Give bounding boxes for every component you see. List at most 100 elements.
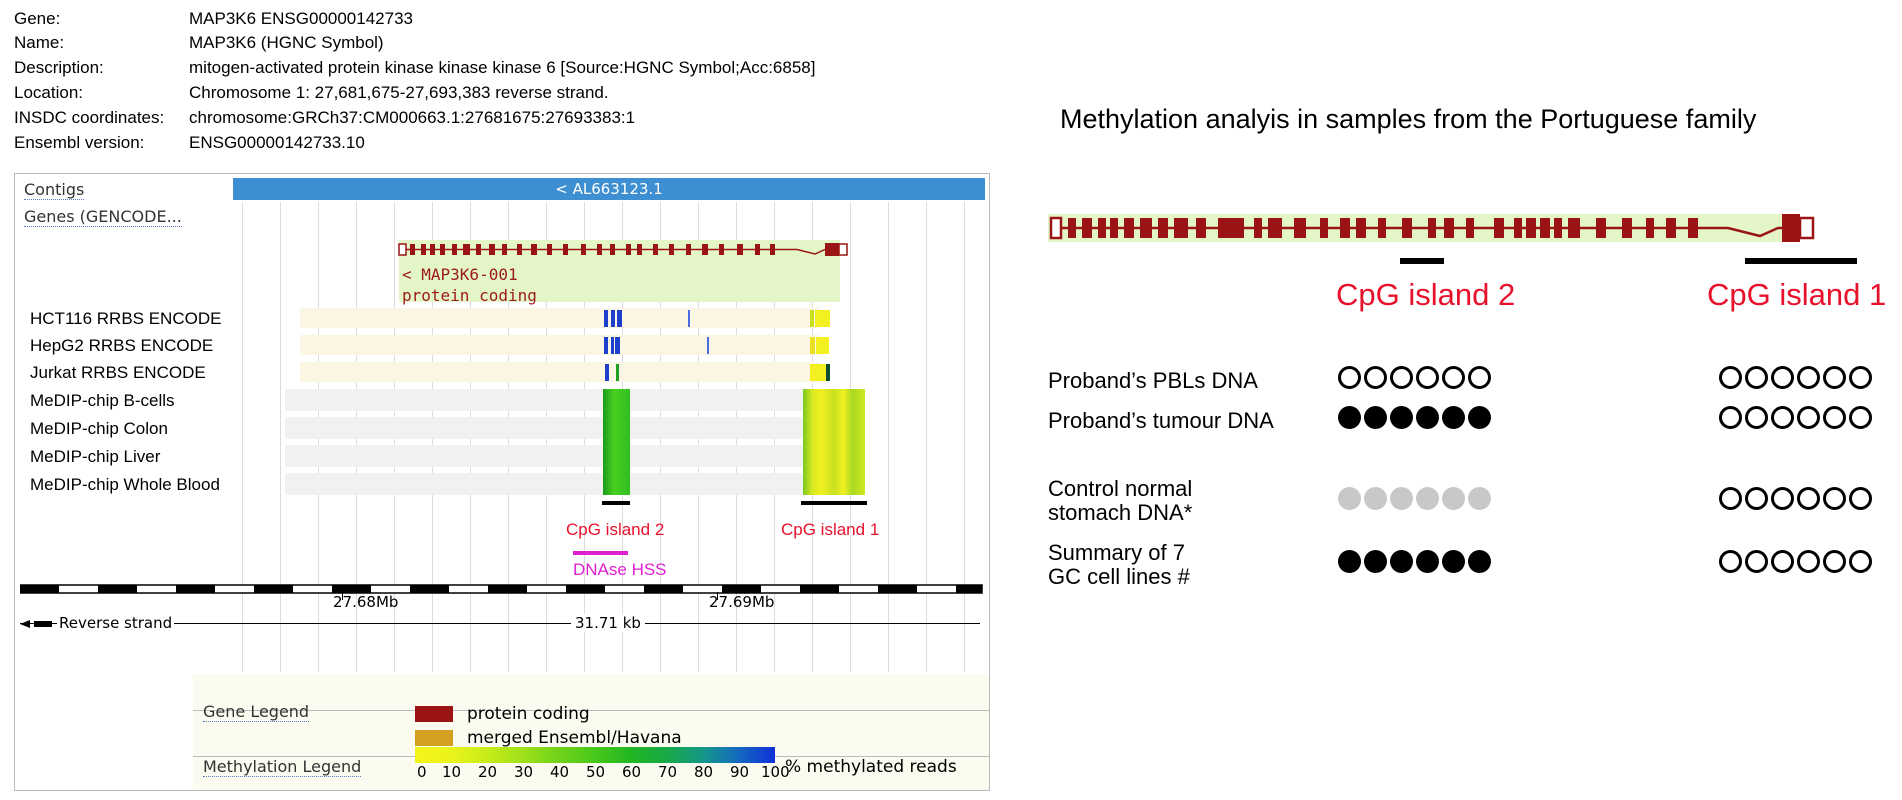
scale-tick: 50 xyxy=(586,763,606,781)
methylation-unit: % methylated reads xyxy=(785,757,957,777)
methylation-circle xyxy=(1468,487,1491,510)
rrbs-mark xyxy=(826,364,830,381)
strand-line xyxy=(20,623,980,624)
methylation-circle xyxy=(1442,406,1465,429)
cpg-island-1-heading: CpG island 1 xyxy=(1707,277,1887,312)
row-label-pbls: Proband’s PBLs DNA xyxy=(1048,368,1258,393)
row-label-tumour: Proband’s tumour DNA xyxy=(1048,408,1274,433)
rrbs-mark xyxy=(611,310,615,327)
track-label-medip-bcells: MeDIP-chip B-cells xyxy=(30,391,175,410)
methylation-circle xyxy=(1745,550,1768,573)
cpg-island-1-bar xyxy=(801,501,867,505)
track-label-medip-colon: MeDIP-chip Colon xyxy=(30,419,168,438)
contigs-track-label[interactable]: Contigs xyxy=(24,180,85,200)
track-label-hepg2: HepG2 RRBS ENCODE xyxy=(30,336,214,355)
scale-ruler xyxy=(20,584,983,594)
rrbs-mark xyxy=(616,364,619,381)
medip-signal-cpg1 xyxy=(803,389,865,495)
medip-band xyxy=(285,445,820,467)
methylation-circle xyxy=(1745,366,1768,389)
scale-label-right: 27.69Mb xyxy=(709,593,775,611)
rrbs-mark xyxy=(604,310,608,327)
track-label-hct116: HCT116 RRBS ENCODE xyxy=(30,309,222,328)
methylation-circle xyxy=(1771,366,1794,389)
rrbs-mark xyxy=(707,337,709,354)
legend-divider xyxy=(193,710,989,711)
info-value: mitogen-activated protein kinase kinase … xyxy=(189,58,816,77)
dnase-hss-bar xyxy=(573,551,628,555)
region-length: 31.71 kb xyxy=(571,614,645,632)
methylation-circle xyxy=(1771,406,1794,429)
rrbs-mark xyxy=(605,364,609,381)
rrbs-mark xyxy=(810,364,826,381)
transcript-glyph[interactable] xyxy=(397,240,857,260)
methylation-circle xyxy=(1823,406,1846,429)
methylation-color-scale xyxy=(415,747,775,763)
info-value: chromosome:GRCh37:CM000663.1:27681675:27… xyxy=(189,108,636,127)
methylation-circle xyxy=(1719,366,1742,389)
methylation-circle xyxy=(1390,550,1413,573)
grid-line xyxy=(280,202,281,672)
medip-band xyxy=(285,473,820,495)
scale-tick: 10 xyxy=(442,763,462,781)
methylation-circle xyxy=(1338,406,1361,429)
methylation-circle xyxy=(1442,366,1465,389)
medip-signal-cpg2 xyxy=(603,389,630,495)
track-label-medip-whole-blood: MeDIP-chip Whole Blood xyxy=(30,475,220,494)
grid-line xyxy=(888,202,889,672)
legend-area xyxy=(193,674,989,790)
methylation-circle xyxy=(1364,487,1387,510)
dnase-hss-label: DNAse HSS xyxy=(573,560,667,579)
info-value: Chromosome 1: 27,681,675-27,693,383 reve… xyxy=(189,83,609,102)
rrbs-mark xyxy=(617,310,622,327)
methylation-circle xyxy=(1771,550,1794,573)
methylation-circle xyxy=(1797,366,1820,389)
methylation-circle xyxy=(1416,406,1439,429)
methylation-circle xyxy=(1849,487,1872,510)
scale-tick: 80 xyxy=(694,763,714,781)
rrbs-mark xyxy=(615,337,620,354)
methylation-circle xyxy=(1719,406,1742,429)
scale-tick: 0 xyxy=(417,763,427,781)
legend-merged-label: merged Ensembl/Havana xyxy=(467,728,682,748)
track-label-jurkat: Jurkat RRBS ENCODE xyxy=(30,363,206,382)
genes-track-label[interactable]: Genes (GENCODE... xyxy=(24,207,182,227)
methylation-circle xyxy=(1823,550,1846,573)
methylation-circle xyxy=(1745,406,1768,429)
info-value: MAP3K6 (HGNC Symbol) xyxy=(189,33,384,52)
scale-label-left: 27.68Mb xyxy=(333,593,399,611)
methylation-circle xyxy=(1849,366,1872,389)
rrbs-mark xyxy=(611,337,614,354)
methylation-circle xyxy=(1745,487,1768,510)
rrbs-mark xyxy=(816,337,829,354)
methylation-circle xyxy=(1390,406,1413,429)
info-value: MAP3K6 ENSG00000142733 xyxy=(189,9,413,28)
methylation-circle xyxy=(1771,487,1794,510)
scale-tick: 100 xyxy=(761,763,790,781)
methylation-circle xyxy=(1416,550,1439,573)
row-label-control-line1: Control normal xyxy=(1048,476,1193,501)
info-key: Location: xyxy=(14,83,83,102)
legend-swatch-merged xyxy=(415,730,453,746)
scale-tick: 70 xyxy=(658,763,678,781)
methylation-legend-label[interactable]: Methylation Legend xyxy=(203,757,362,777)
contig-bar[interactable]: < AL663123.1 xyxy=(233,178,985,200)
info-key: Name: xyxy=(14,33,65,52)
rrbs-mark xyxy=(810,337,815,354)
grid-line xyxy=(926,202,927,672)
track-label-medip-liver: MeDIP-chip Liver xyxy=(30,447,161,466)
methylation-circle xyxy=(1468,406,1491,429)
scale-tick: 40 xyxy=(550,763,570,781)
methylation-circle xyxy=(1797,487,1820,510)
rrbs-band xyxy=(300,362,820,382)
scale-tick: 20 xyxy=(478,763,498,781)
methylation-circle xyxy=(1468,366,1491,389)
rrbs-band xyxy=(300,308,820,328)
scale-tick: 60 xyxy=(622,763,642,781)
tick-mark xyxy=(342,592,343,600)
gene-legend-label[interactable]: Gene Legend xyxy=(203,702,310,722)
cpg-island-2-heading: CpG island 2 xyxy=(1336,277,1516,312)
tick-mark xyxy=(717,592,718,600)
info-key: INSDC coordinates: xyxy=(14,108,165,127)
transcript-name[interactable]: < MAP3K6-001 xyxy=(402,265,518,284)
